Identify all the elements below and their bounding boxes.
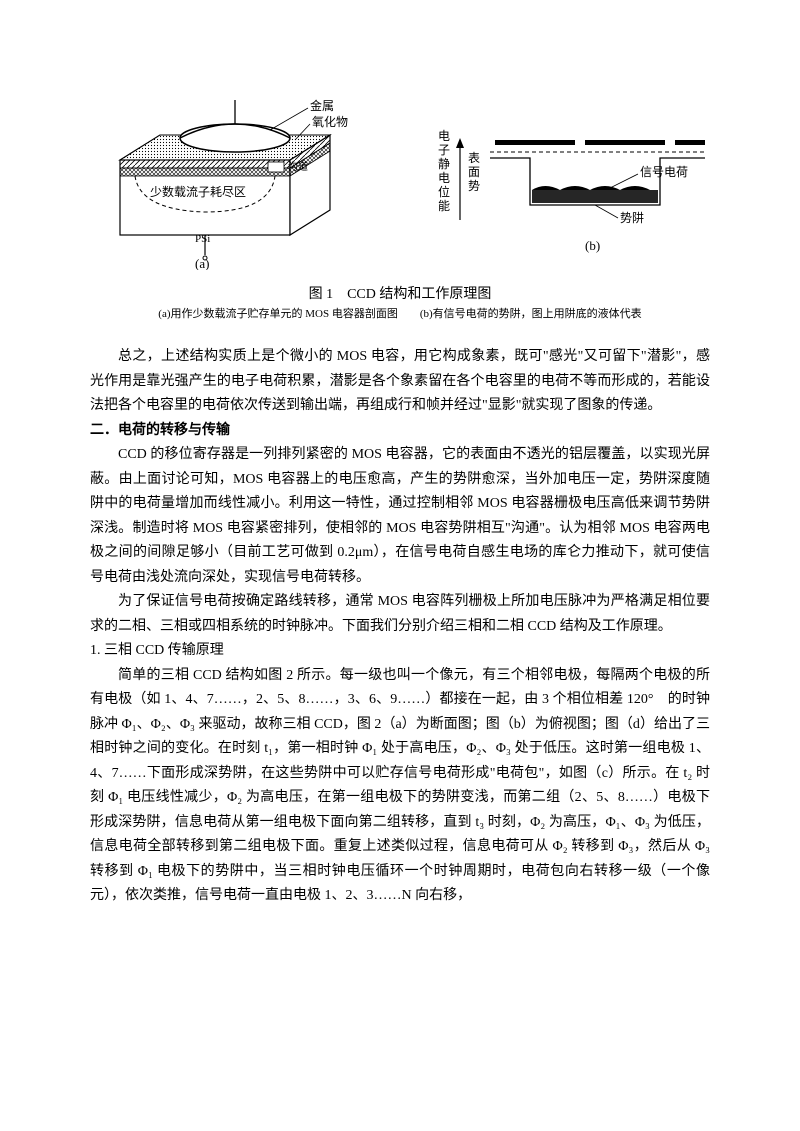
figure-caption-sub: (a)用作少数载流子贮存单元的 MOS 电容器剖面图 (b)有信号电荷的势阱，图…: [90, 305, 710, 321]
heading-3: 1. 三相 CCD 传输原理: [90, 639, 710, 664]
label-potential-well: 势阱: [620, 211, 644, 225]
paragraph-4: 简单的三相 CCD 结构如图 2 所示。每一级也叫一个像元，有三个相邻电极，每隔…: [90, 664, 710, 909]
caption-sub-a: (a)用作少数载流子贮存单元的 MOS 电容器剖面图: [158, 308, 398, 320]
paragraph-2: CCD 的移位寄存器是一列排列紧密的 MOS 电容器，它的表面由不透光的铝层覆盖…: [90, 443, 710, 590]
label-channel: 沟道: [288, 160, 308, 173]
label-minority: 少数载流子耗尽区: [150, 184, 246, 199]
label-metal: 金属: [310, 98, 334, 113]
figure-caption-main: 图 1 CCD 结构和工作原理图: [90, 283, 710, 303]
label-sub-b: (b): [585, 238, 600, 253]
figure-a-container: 金属 氧化物 沟道 少数载流子耗尽区 PSi (a): [90, 90, 370, 275]
label-sub-a: (a): [195, 256, 209, 270]
paragraph-3: 为了保证信号电荷按确定路线转移，通常 MOS 电容阵列栅极上所加电压脉冲为严格满…: [90, 590, 710, 639]
label-surface-potential: 表 面 势: [468, 151, 483, 193]
label-electron-potential: 电 子 静 电 位 能: [438, 129, 453, 213]
label-oxide: 氧化物: [312, 115, 348, 129]
figure-row: 金属 氧化物 沟道 少数载流子耗尽区 PSi (a) 电 子 静 电 位 能: [90, 90, 710, 275]
caption-sub-b: (b)有信号电荷的势阱，图上用阱底的液体代表: [420, 308, 642, 320]
label-psi: PSi: [195, 233, 210, 245]
paragraph-1: 总之，上述结构实质上是个微小的 MOS 电容，用它构成象素，既可"感光"又可留下…: [90, 345, 710, 419]
label-signal-charge: 信号电荷: [640, 165, 688, 179]
figure-b-container: 电 子 静 电 位 能 表 面 势: [430, 110, 710, 275]
heading-2: 二．电荷的转移与传输: [90, 419, 710, 444]
figure-b-svg: 电 子 静 电 位 能 表 面 势: [430, 110, 710, 270]
body-text: 总之，上述结构实质上是个微小的 MOS 电容，用它构成象素，既可"感光"又可留下…: [90, 345, 710, 909]
figure-a-svg: 金属 氧化物 沟道 少数载流子耗尽区 PSi (a): [90, 90, 370, 270]
